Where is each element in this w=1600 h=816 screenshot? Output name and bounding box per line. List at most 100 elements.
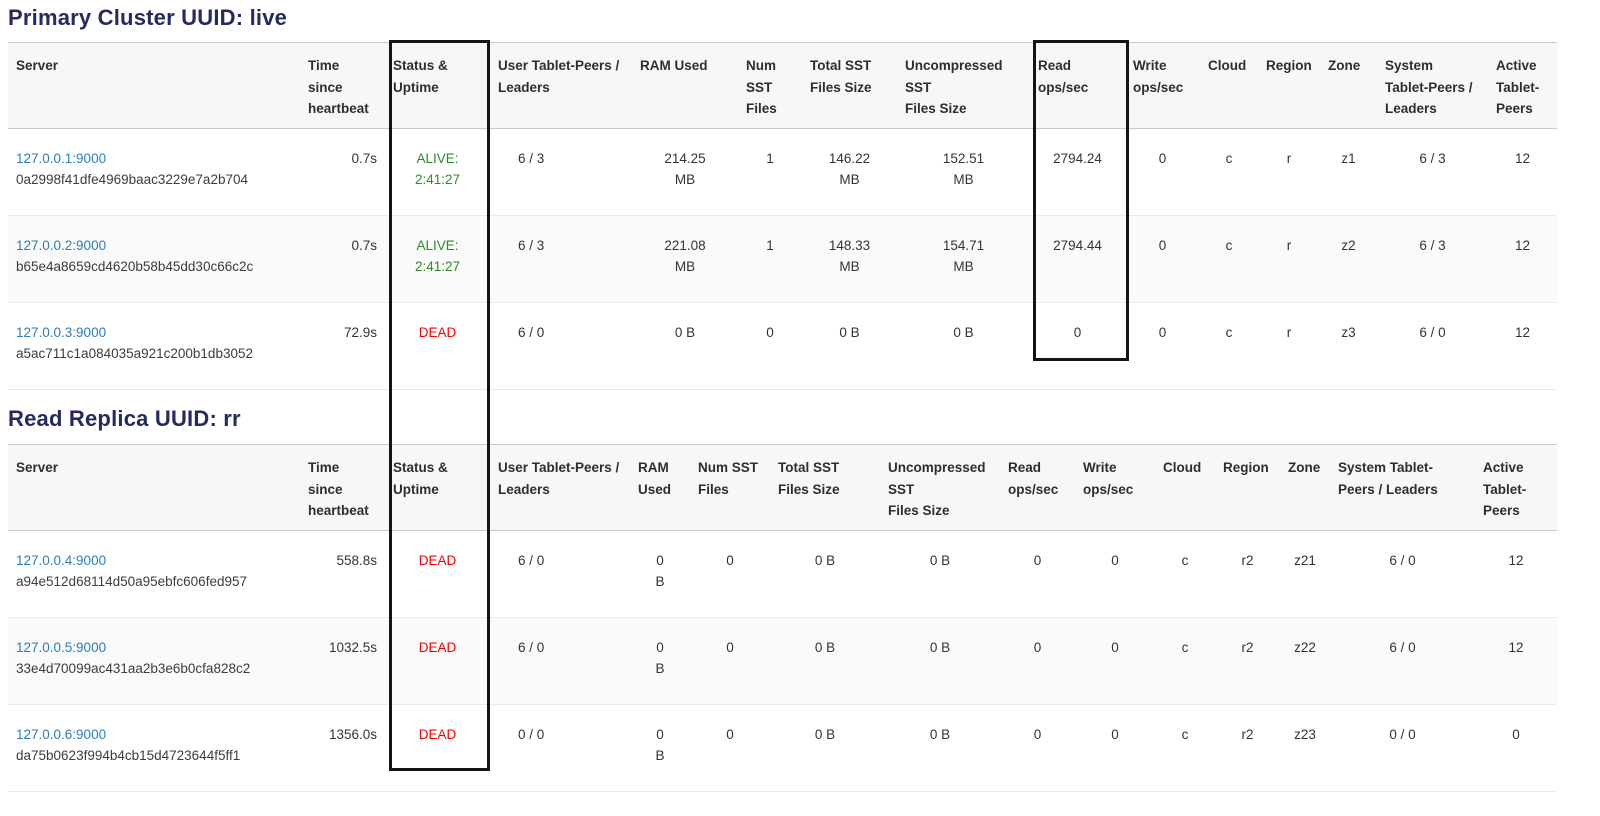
col-header-ram-used: RAM Used	[630, 444, 690, 531]
write-ops-cell: 0	[1125, 128, 1200, 216]
col-header-total-sst: Total SST Files Size	[770, 444, 880, 531]
server-link[interactable]: 127.0.0.2:9000	[16, 238, 107, 253]
active-tablet-peers-cell: 12	[1488, 215, 1557, 303]
col-header-zone: Zone	[1320, 42, 1377, 129]
heartbeat-cell: 1032.5s	[300, 617, 385, 705]
cloud-cell: c	[1155, 704, 1215, 792]
total-sst-cell: 146.22 MB	[802, 128, 897, 216]
read-ops-cell: 0	[1000, 704, 1075, 792]
status-cell: DEAD	[385, 704, 490, 792]
col-header-num-sst: Num SST Files	[738, 42, 802, 129]
total-sst-cell: 0 B	[802, 302, 897, 390]
status-cell: ALIVE: 2:41:27	[385, 128, 490, 216]
col-header-uncompressed-sst: Uncompressed SST Files Size	[880, 444, 1000, 531]
system-tablet-peers-cell: 6 / 0	[1330, 530, 1475, 618]
uncompressed-sst-cell: 0 B	[880, 617, 1000, 705]
server-uuid: a94e512d68114d50a95ebfc606fed957	[16, 573, 247, 589]
read-ops-cell: 0	[1000, 617, 1075, 705]
col-header-active-tablet-peers: Active Tablet- Peers	[1488, 42, 1557, 129]
status-text: DEAD	[418, 640, 457, 655]
uptime-text: 2:41:27	[414, 171, 461, 187]
server-uuid: b65e4a8659cd4620b58b45dd30c66c2c	[16, 258, 254, 274]
user-tablet-peers-cell: 6 / 3	[490, 215, 632, 303]
server-uuid: 33e4d70099ac431aa2b3e6b0cfa828c2	[16, 660, 251, 676]
read-ops-cell: 0	[1000, 530, 1075, 618]
system-tablet-peers-cell: 0 / 0	[1330, 704, 1475, 792]
heartbeat-cell: 1356.0s	[300, 704, 385, 792]
col-header-uncompressed-sst: Uncompressed SST Files Size	[897, 42, 1030, 129]
server-link[interactable]: 127.0.0.5:9000	[16, 640, 107, 655]
num-sst-cell: 0	[690, 617, 770, 705]
status-text: DEAD	[418, 325, 457, 340]
read-replica-table: Server Time since heartbeat Status & Uptime U…	[8, 444, 1557, 792]
table-row: 127.0.0.3:9000 a5ac711c1a084035a921c200b1…	[8, 302, 1557, 390]
col-header-read-ops: Read ops/sec	[1030, 42, 1125, 129]
cloud-cell: c	[1155, 530, 1215, 618]
col-header-region: Region	[1215, 444, 1280, 531]
status-cell: DEAD	[385, 302, 490, 390]
col-header-num-sst: Num SST Files	[690, 444, 770, 531]
col-header-system-tablet-peers: System Tablet-Peers / Leaders	[1377, 42, 1488, 129]
status-cell: DEAD	[385, 617, 490, 705]
user-tablet-peers-cell: 6 / 0	[490, 617, 630, 705]
region-cell: r2	[1215, 530, 1280, 618]
table-row: 127.0.0.1:9000 0a2998f41dfe4969baac3229e7…	[8, 128, 1557, 216]
region-cell: r	[1258, 302, 1320, 390]
server-link[interactable]: 127.0.0.6:9000	[16, 727, 107, 742]
cloud-cell: c	[1200, 302, 1258, 390]
zone-cell: z21	[1280, 530, 1330, 618]
user-tablet-peers-cell: 6 / 3	[490, 128, 632, 216]
server-link[interactable]: 127.0.0.4:9000	[16, 553, 107, 568]
col-header-read-ops: Read ops/sec	[1000, 444, 1075, 531]
zone-cell: z2	[1320, 215, 1377, 303]
server-cell: 127.0.0.4:9000 a94e512d68114d50a95ebfc606…	[8, 530, 300, 618]
server-cell: 127.0.0.1:9000 0a2998f41dfe4969baac3229e7…	[8, 128, 300, 216]
uncompressed-sst-cell: 152.51 MB	[897, 128, 1030, 216]
num-sst-cell: 0	[690, 704, 770, 792]
active-tablet-peers-cell: 12	[1488, 302, 1557, 390]
col-header-total-sst: Total SST Files Size	[802, 42, 897, 129]
server-uuid: da75b0623f994b4cb15d4723644f5ff1	[16, 747, 241, 763]
write-ops-cell: 0	[1075, 704, 1155, 792]
col-header-server: Server	[8, 42, 300, 129]
heartbeat-cell: 0.7s	[300, 128, 385, 216]
status-text: DEAD	[418, 553, 457, 568]
region-cell: r	[1258, 128, 1320, 216]
cloud-cell: c	[1155, 617, 1215, 705]
total-sst-cell: 0 B	[770, 617, 880, 705]
col-header-region: Region	[1258, 42, 1320, 129]
num-sst-cell: 1	[738, 128, 802, 216]
server-cell: 127.0.0.6:9000 da75b0623f994b4cb15d472364…	[8, 704, 300, 792]
server-link[interactable]: 127.0.0.3:9000	[16, 325, 107, 340]
server-cell: 127.0.0.3:9000 a5ac711c1a084035a921c200b1…	[8, 302, 300, 390]
system-tablet-peers-cell: 6 / 0	[1330, 617, 1475, 705]
user-tablet-peers-cell: 6 / 0	[490, 302, 632, 390]
table-row: 127.0.0.5:9000 33e4d70099ac431aa2b3e6b0cf…	[8, 617, 1557, 705]
col-header-cloud: Cloud	[1200, 42, 1258, 129]
system-tablet-peers-cell: 6 / 0	[1377, 302, 1488, 390]
heartbeat-cell: 0.7s	[300, 215, 385, 303]
table-row: 127.0.0.2:9000 b65e4a8659cd4620b58b45dd30…	[8, 215, 1557, 303]
ram-used-cell: 0 B	[632, 302, 738, 390]
uncompressed-sst-cell: 0 B	[880, 530, 1000, 618]
system-tablet-peers-cell: 6 / 3	[1377, 215, 1488, 303]
col-header-heartbeat: Time since heartbeat	[300, 42, 385, 129]
cloud-cell: c	[1200, 128, 1258, 216]
col-header-ram-used: RAM Used	[632, 42, 738, 129]
num-sst-cell: 1	[738, 215, 802, 303]
ram-used-cell: 221.08 MB	[632, 215, 738, 303]
uncompressed-sst-cell: 0 B	[897, 302, 1030, 390]
server-link[interactable]: 127.0.0.1:9000	[16, 151, 107, 166]
status-text: DEAD	[418, 727, 457, 742]
user-tablet-peers-cell: 6 / 0	[490, 530, 630, 618]
active-tablet-peers-cell: 12	[1475, 530, 1557, 618]
system-tablet-peers-cell: 6 / 3	[1377, 128, 1488, 216]
server-cell: 127.0.0.5:9000 33e4d70099ac431aa2b3e6b0cf…	[8, 617, 300, 705]
heartbeat-cell: 72.9s	[300, 302, 385, 390]
ram-used-cell: 0 B	[630, 704, 690, 792]
col-header-system-tablet-peers: System Tablet- Peers / Leaders	[1330, 444, 1475, 531]
cloud-cell: c	[1200, 215, 1258, 303]
server-cell: 127.0.0.2:9000 b65e4a8659cd4620b58b45dd30…	[8, 215, 300, 303]
active-tablet-peers-cell: 12	[1475, 617, 1557, 705]
